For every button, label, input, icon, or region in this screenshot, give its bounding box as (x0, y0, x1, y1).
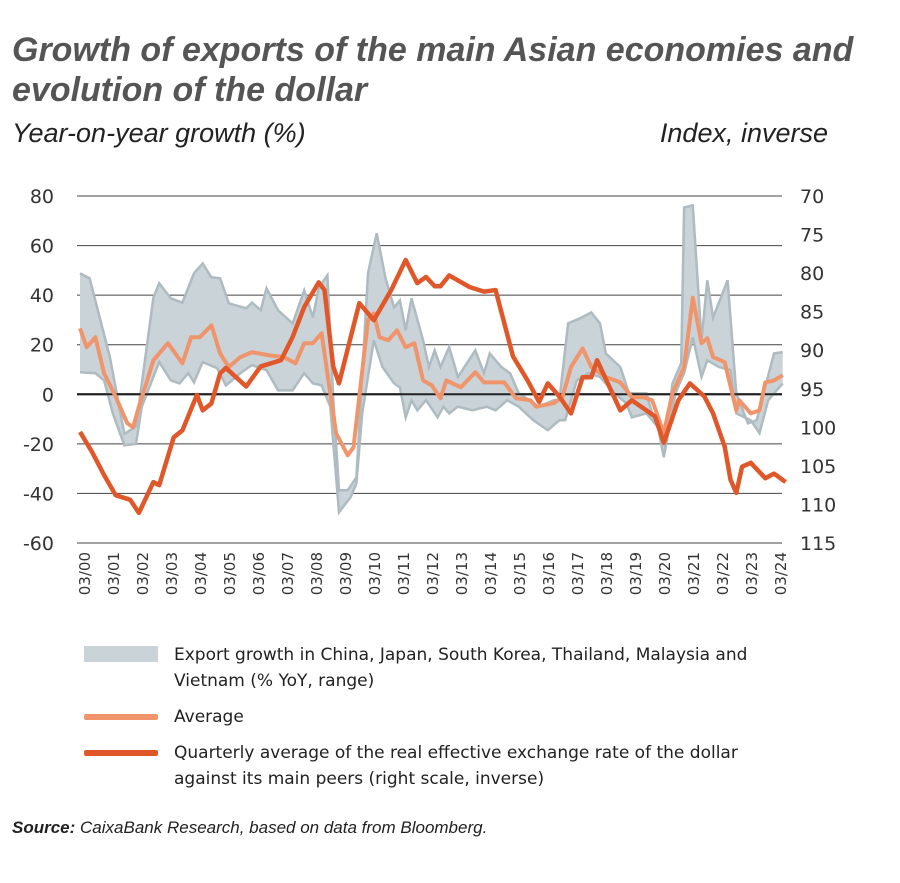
x-tick-label: 03/08 (308, 552, 326, 595)
x-tick-label: 03/16 (540, 552, 558, 595)
x-tick-label: 03/11 (395, 552, 413, 595)
legend-label-average: Average (174, 707, 244, 727)
x-tick-label: 03/00 (76, 552, 94, 595)
average-line (78, 295, 784, 458)
left-axis-label: Year-on-year growth (%) (12, 118, 306, 148)
range-upper-edge (79, 203, 783, 492)
left-tick-label: 80 (30, 186, 54, 208)
legend: Export growth in China, Japan, South Kor… (84, 642, 804, 802)
right-tick-label: 95 (800, 379, 824, 401)
right-tick-label: 70 (800, 186, 824, 208)
x-tick-label: 03/24 (772, 552, 790, 595)
right-tick-label: 105 (800, 456, 836, 478)
left-tick-label: 60 (30, 236, 54, 258)
dollar-line (78, 257, 787, 516)
legend-swatch-dollar (84, 750, 158, 756)
chart-plot: 80 60 40 20 0 -20 -40 -60 70 75 80 85 90 95 100 105 110 1… (23, 186, 836, 595)
x-tick-label: 03/20 (656, 552, 674, 595)
chart-title: Growth of exports of the main Asian econ… (12, 31, 854, 109)
x-tick-label: 03/13 (453, 552, 471, 595)
legend-label-dollar: Quarterly average of the real effective … (174, 743, 738, 789)
left-tick-label: 40 (30, 285, 54, 307)
x-tick-label: 03/18 (598, 552, 616, 595)
source-label: Source: (12, 818, 76, 837)
left-tick-label: -60 (23, 533, 54, 555)
left-tick-label: 20 (30, 335, 54, 357)
left-tick-label: -20 (23, 434, 54, 456)
legend-item-dollar: Quarterly average of the real effective … (84, 740, 804, 792)
x-tick-label: 03/19 (627, 552, 645, 595)
legend-swatch-range (84, 646, 158, 662)
right-tick-label: 85 (800, 302, 824, 324)
right-tick-label: 100 (800, 417, 836, 439)
legend-item-average: Average (84, 704, 804, 730)
right-tick-label: 75 (800, 225, 824, 247)
x-tick-label: 03/21 (685, 552, 703, 595)
x-tick-label: 03/17 (569, 552, 587, 595)
x-tick-label: 03/06 (250, 552, 268, 595)
x-tick-label: 03/09 (337, 552, 355, 595)
right-tick-label: 115 (800, 533, 836, 555)
right-tick-label: 90 (800, 340, 824, 362)
x-tick-label: 03/15 (511, 552, 529, 595)
x-tick-label: 03/01 (105, 552, 123, 595)
right-axis-label: Index, inverse (659, 118, 828, 148)
x-tick-label: 03/10 (366, 552, 384, 595)
x-tick-label: 03/14 (482, 552, 500, 595)
x-tick-label: 03/03 (163, 552, 181, 595)
left-tick-label: -40 (23, 483, 54, 505)
legend-item-range: Export growth in China, Japan, South Kor… (84, 642, 804, 694)
x-tick-label: 03/07 (279, 552, 297, 595)
x-tick-label: 03/04 (192, 552, 210, 595)
x-tick-label: 03/22 (714, 552, 732, 595)
x-tick-label: 03/05 (221, 552, 239, 595)
right-tick-label: 110 (800, 494, 836, 516)
right-tick-label: 80 (800, 263, 824, 285)
left-tick-label: 0 (42, 384, 54, 406)
source-note: Source: CaixaBank Research, based on dat… (12, 818, 487, 838)
legend-label-range: Export growth in China, Japan, South Kor… (174, 645, 748, 691)
x-tick-label: 03/02 (134, 552, 152, 595)
legend-swatch-average (84, 714, 158, 720)
range-area (80, 205, 783, 513)
source-text: CaixaBank Research, based on data from B… (80, 818, 488, 837)
x-tick-label: 03/23 (743, 552, 761, 595)
x-tick-label: 03/12 (424, 552, 442, 595)
